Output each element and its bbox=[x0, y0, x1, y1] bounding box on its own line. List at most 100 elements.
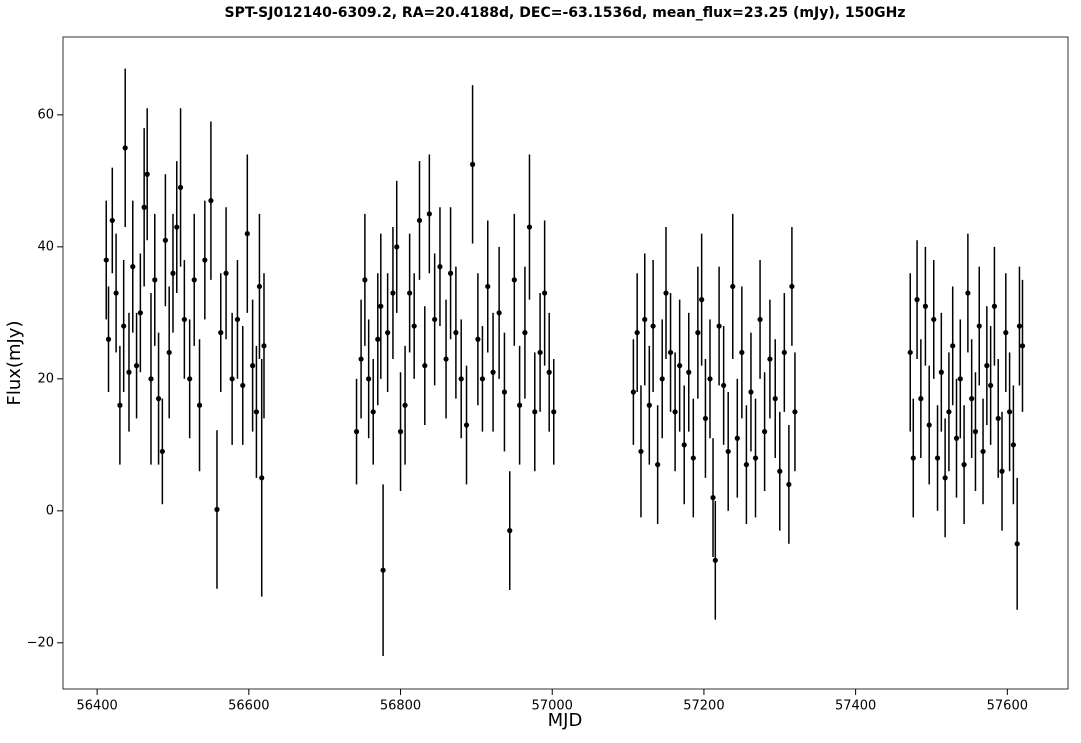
point bbox=[517, 402, 523, 408]
point bbox=[121, 323, 127, 329]
point bbox=[174, 224, 180, 230]
point bbox=[646, 402, 652, 408]
plot-frame bbox=[62, 36, 1069, 690]
point bbox=[752, 455, 759, 461]
point bbox=[734, 435, 740, 441]
point bbox=[234, 316, 241, 323]
point bbox=[961, 462, 967, 468]
point bbox=[469, 161, 476, 167]
point bbox=[416, 217, 423, 224]
point bbox=[730, 283, 736, 290]
point bbox=[1019, 343, 1026, 349]
point bbox=[634, 330, 640, 336]
point bbox=[137, 310, 143, 316]
point bbox=[113, 290, 119, 296]
point bbox=[969, 396, 975, 402]
x-tick-label: 57400 bbox=[835, 699, 876, 714]
point bbox=[191, 277, 197, 283]
point bbox=[479, 376, 486, 382]
point bbox=[976, 323, 982, 329]
point bbox=[394, 244, 400, 250]
point bbox=[126, 369, 132, 375]
x-tick-label: 57200 bbox=[683, 699, 724, 714]
point bbox=[148, 376, 154, 382]
point bbox=[463, 422, 470, 428]
point bbox=[458, 376, 464, 382]
point bbox=[475, 336, 481, 342]
point bbox=[375, 336, 381, 342]
point bbox=[743, 462, 750, 468]
point bbox=[532, 409, 538, 415]
point bbox=[187, 376, 193, 382]
point bbox=[256, 283, 263, 290]
point bbox=[772, 396, 778, 402]
point bbox=[162, 237, 168, 243]
point bbox=[261, 343, 267, 349]
point bbox=[710, 495, 716, 501]
x-axis-label: MJD bbox=[548, 710, 583, 731]
point bbox=[537, 349, 543, 356]
point bbox=[229, 376, 235, 382]
point bbox=[1003, 330, 1009, 336]
point bbox=[426, 211, 432, 217]
point bbox=[672, 409, 678, 415]
point bbox=[159, 448, 165, 455]
point bbox=[402, 402, 408, 408]
point bbox=[522, 330, 528, 336]
point bbox=[777, 468, 783, 474]
point bbox=[938, 369, 944, 375]
point bbox=[105, 336, 112, 342]
point bbox=[223, 270, 229, 276]
point bbox=[117, 402, 123, 408]
point bbox=[551, 409, 557, 415]
point bbox=[526, 224, 533, 230]
point bbox=[667, 349, 674, 356]
point bbox=[922, 303, 929, 309]
x-tick-label: 56400 bbox=[76, 699, 117, 714]
point bbox=[686, 369, 692, 375]
point bbox=[122, 145, 128, 151]
point bbox=[218, 330, 224, 336]
point bbox=[407, 290, 413, 296]
point bbox=[208, 198, 214, 204]
point bbox=[999, 468, 1005, 474]
point bbox=[447, 270, 454, 276]
point bbox=[699, 297, 705, 303]
point bbox=[934, 455, 941, 461]
point bbox=[965, 290, 971, 296]
point bbox=[103, 257, 109, 263]
point bbox=[366, 376, 372, 382]
point bbox=[511, 277, 517, 283]
point bbox=[677, 363, 683, 369]
point bbox=[141, 204, 147, 210]
x-tick-label: 57600 bbox=[987, 699, 1028, 714]
point bbox=[244, 231, 250, 237]
point bbox=[166, 349, 172, 356]
point bbox=[757, 316, 763, 323]
x-tick-label: 57000 bbox=[532, 699, 573, 714]
point bbox=[453, 330, 459, 336]
point bbox=[663, 290, 669, 296]
point bbox=[991, 303, 998, 309]
point bbox=[953, 435, 960, 441]
x-tick-label: 56600 bbox=[228, 699, 269, 714]
point bbox=[914, 297, 920, 303]
point bbox=[762, 429, 768, 435]
point bbox=[707, 376, 713, 382]
point bbox=[907, 349, 913, 356]
point bbox=[739, 349, 745, 356]
point bbox=[972, 429, 979, 435]
y-axis-label: Flux(mJy) bbox=[4, 321, 25, 406]
point bbox=[411, 323, 417, 329]
chart-title: SPT-SJ012140-6309.2, RA=20.4188d, DEC=-6… bbox=[225, 5, 906, 21]
point bbox=[496, 310, 502, 316]
point bbox=[950, 343, 956, 349]
y-tick-label: 0 bbox=[46, 503, 54, 518]
point bbox=[542, 290, 548, 296]
x-tick-label: 56800 bbox=[380, 699, 421, 714]
point bbox=[144, 171, 150, 177]
point bbox=[716, 323, 722, 329]
point bbox=[1016, 323, 1023, 329]
point bbox=[926, 422, 932, 428]
